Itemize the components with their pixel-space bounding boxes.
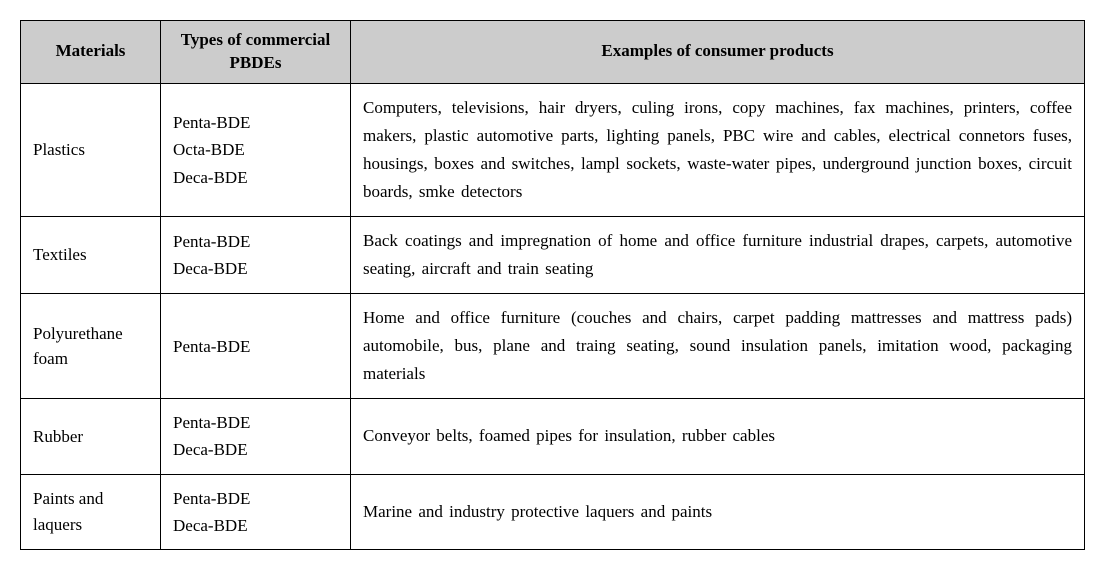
header-examples: Examples of consumer products [351, 21, 1085, 84]
cell-types: Penta-BDE [161, 294, 351, 399]
header-types: Types of commercial PBDEs [161, 21, 351, 84]
table-row: Rubber Penta-BDE Deca-BDE Conveyor belts… [21, 399, 1085, 474]
table-row: Plastics Penta-BDE Octa-BDE Deca-BDE Com… [21, 83, 1085, 216]
cell-examples: Marine and industry protective laquers a… [351, 474, 1085, 549]
table-row: Textiles Penta-BDE Deca-BDE Back coating… [21, 217, 1085, 294]
cell-examples: Back coatings and impregnation of home a… [351, 217, 1085, 294]
cell-examples: Home and office furniture (couches and c… [351, 294, 1085, 399]
table-header-row: Materials Types of commercial PBDEs Exam… [21, 21, 1085, 84]
cell-types: Penta-BDE Octa-BDE Deca-BDE [161, 83, 351, 216]
cell-examples: Conveyor belts, foamed pipes for insulat… [351, 399, 1085, 474]
table-row: Polyurethane foam Penta-BDE Home and off… [21, 294, 1085, 399]
cell-types: Penta-BDE Deca-BDE [161, 399, 351, 474]
cell-material: Polyurethane foam [21, 294, 161, 399]
cell-material: Plastics [21, 83, 161, 216]
cell-types: Penta-BDE Deca-BDE [161, 474, 351, 549]
cell-material: Rubber [21, 399, 161, 474]
pbde-materials-table: Materials Types of commercial PBDEs Exam… [20, 20, 1085, 550]
header-materials: Materials [21, 21, 161, 84]
cell-examples: Computers, televisions, hair dryers, cul… [351, 83, 1085, 216]
cell-types: Penta-BDE Deca-BDE [161, 217, 351, 294]
cell-material: Paints and laquers [21, 474, 161, 549]
table-row: Paints and laquers Penta-BDE Deca-BDE Ma… [21, 474, 1085, 549]
cell-material: Textiles [21, 217, 161, 294]
